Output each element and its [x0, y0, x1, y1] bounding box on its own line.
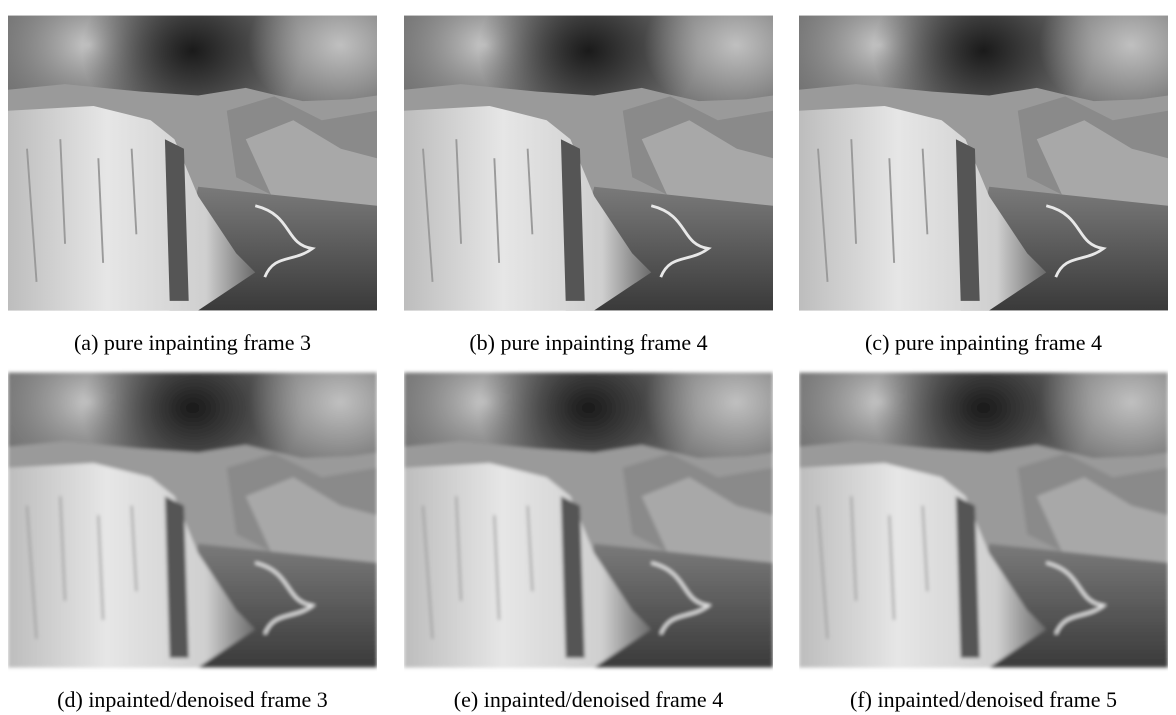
panel-caption: (f) inpainted/denoised frame 5	[799, 687, 1168, 713]
figure-panel: (f) inpainted/denoised frame 5	[799, 365, 1176, 713]
panel-image	[8, 8, 377, 318]
figure-panel: (c) pure inpainting frame 4	[799, 8, 1176, 356]
panel-image	[799, 365, 1168, 675]
panel-caption: (b) pure inpainting frame 4	[404, 330, 773, 356]
panel-image	[404, 8, 773, 318]
panel-caption: (c) pure inpainting frame 4	[799, 330, 1168, 356]
page: (a) pure inpainting frame 3 (b) pure inpa…	[0, 0, 1176, 715]
panel-caption: (e) inpainted/denoised frame 4	[404, 687, 773, 713]
panel-caption: (a) pure inpainting frame 3	[8, 330, 377, 356]
panel-image	[799, 8, 1168, 318]
figure-panel: (a) pure inpainting frame 3	[8, 8, 396, 356]
panel-image	[8, 365, 377, 675]
figure-panel: (d) inpainted/denoised frame 3	[8, 365, 396, 713]
panel-caption: (d) inpainted/denoised frame 3	[8, 687, 377, 713]
figure-panel: (b) pure inpainting frame 4	[404, 8, 792, 356]
figure-panel: (e) inpainted/denoised frame 4	[404, 365, 792, 713]
panel-image	[404, 365, 773, 675]
